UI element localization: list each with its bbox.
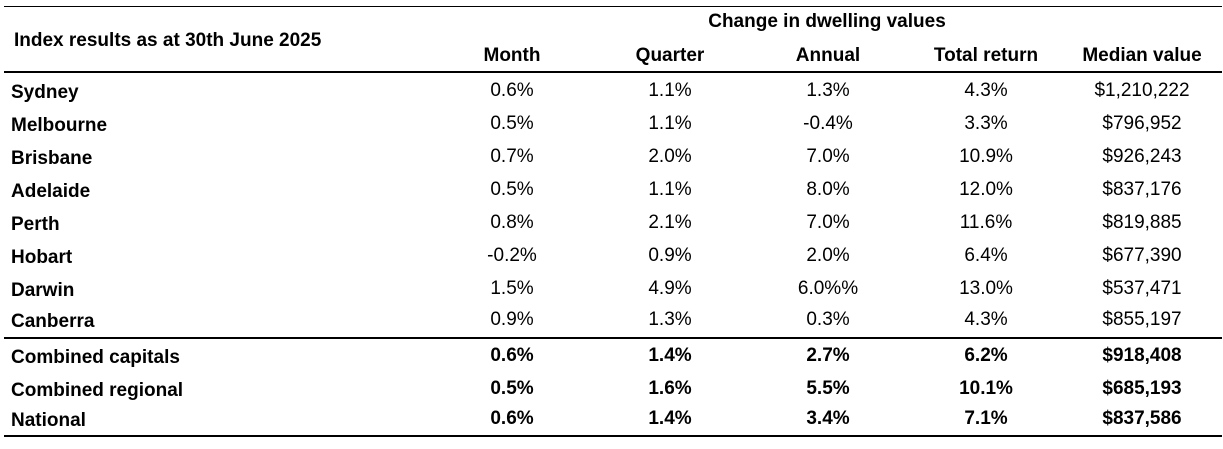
row-label: Darwin [11, 280, 75, 301]
row-label: Perth [11, 214, 60, 235]
cell-annual: 2.7% [806, 345, 850, 366]
cell-total-return: 7.1% [964, 408, 1008, 429]
cell-total-return: 10.1% [959, 378, 1013, 399]
column-header-month: Month [483, 45, 541, 66]
cell-quarter: 2.0% [648, 146, 692, 167]
cell-quarter: 1.4% [648, 408, 692, 429]
cell-quarter: 0.9% [648, 245, 692, 266]
table-row-perth: Perth 0.8% 2.1% 7.0% 11.6% $819,885 [0, 212, 1223, 242]
cell-quarter: 1.6% [648, 378, 692, 399]
header-rule [4, 71, 1222, 73]
cell-month: -0.2% [487, 245, 537, 266]
cell-annual: 7.0% [806, 212, 850, 233]
cell-annual: 2.0% [806, 245, 850, 266]
cell-month: 0.9% [490, 309, 534, 330]
row-label: Combined regional [11, 380, 184, 401]
table-row-brisbane: Brisbane 0.7% 2.0% 7.0% 10.9% $926,243 [0, 146, 1223, 176]
cell-median-value: $685,193 [1102, 378, 1182, 399]
table-row-combined-regional: Combined regional 0.5% 1.6% 5.5% 10.1% $… [0, 378, 1223, 408]
cell-annual: 5.5% [806, 378, 850, 399]
cell-annual: -0.4% [803, 113, 853, 134]
row-label: Hobart [11, 247, 73, 268]
cell-month: 0.5% [490, 179, 534, 200]
cell-annual: 3.4% [806, 408, 850, 429]
cell-median-value: $926,243 [1102, 146, 1182, 167]
cell-median-value: $537,471 [1102, 278, 1182, 299]
table-row-adelaide: Adelaide 0.5% 1.1% 8.0% 12.0% $837,176 [0, 179, 1223, 209]
cell-total-return: 4.3% [964, 80, 1008, 101]
cell-month: 0.6% [490, 345, 534, 366]
table-row-sydney: Sydney 0.6% 1.1% 1.3% 4.3% $1,210,222 [0, 80, 1223, 110]
cell-quarter: 1.1% [648, 113, 692, 134]
row-label: Brisbane [11, 148, 93, 169]
cell-month: 0.8% [490, 212, 534, 233]
cell-median-value: $855,197 [1102, 309, 1182, 330]
cell-month: 1.5% [490, 278, 534, 299]
cell-quarter: 1.3% [648, 309, 692, 330]
column-header-total-return: Total return [933, 45, 1039, 66]
row-label: Canberra [11, 311, 95, 332]
row-label: Sydney [11, 82, 79, 103]
cell-total-return: 6.4% [964, 245, 1008, 266]
cell-quarter: 1.1% [648, 179, 692, 200]
cell-median-value: $837,586 [1102, 408, 1182, 429]
cell-annual: 1.3% [806, 80, 850, 101]
cell-month: 0.7% [490, 146, 534, 167]
cell-quarter: 1.1% [648, 80, 692, 101]
cell-median-value: $837,176 [1102, 179, 1182, 200]
group-header: Change in dwelling values [708, 11, 946, 32]
cell-month: 0.5% [490, 113, 534, 134]
row-label: Melbourne [11, 115, 108, 136]
table-bottom-rule [4, 435, 1222, 437]
table-row-hobart: Hobart -0.2% 0.9% 2.0% 6.4% $677,390 [0, 245, 1223, 275]
cell-total-return: 12.0% [959, 179, 1013, 200]
cell-median-value: $819,885 [1102, 212, 1182, 233]
cell-annual: 0.3% [806, 309, 850, 330]
cell-median-value: $1,210,222 [1094, 80, 1190, 101]
table-top-rule [4, 6, 1222, 7]
cell-annual: 8.0% [806, 179, 850, 200]
row-label: Combined capitals [11, 347, 180, 368]
table-title: Index results as at 30th June 2025 [14, 30, 322, 51]
table-row-darwin: Darwin 1.5% 4.9% 6.0%% 13.0% $537,471 [0, 278, 1223, 308]
cell-total-return: 3.3% [964, 113, 1008, 134]
column-header-quarter: Quarter [635, 45, 705, 66]
cell-annual: 6.0%% [797, 278, 859, 299]
table-row-combined-capitals: Combined capitals 0.6% 1.4% 2.7% 6.2% $9… [0, 345, 1223, 375]
cell-quarter: 4.9% [648, 278, 692, 299]
cell-total-return: 4.3% [964, 309, 1008, 330]
table-row-canberra: Canberra 0.9% 1.3% 0.3% 4.3% $855,197 [0, 309, 1223, 339]
row-label: National [11, 410, 86, 431]
cell-median-value: $918,408 [1102, 345, 1182, 366]
cell-median-value: $677,390 [1102, 245, 1182, 266]
table-row-melbourne: Melbourne 0.5% 1.1% -0.4% 3.3% $796,952 [0, 113, 1223, 143]
cell-quarter: 2.1% [648, 212, 692, 233]
cell-annual: 7.0% [806, 146, 850, 167]
cell-total-return: 11.6% [959, 212, 1013, 233]
row-label: Adelaide [11, 181, 91, 202]
table-row-national: National 0.6% 1.4% 3.4% 7.1% $837,586 [0, 408, 1223, 438]
cell-median-value: $796,952 [1102, 113, 1182, 134]
cell-month: 0.6% [490, 408, 534, 429]
cell-quarter: 1.4% [648, 345, 692, 366]
column-header-annual: Annual [795, 45, 861, 66]
column-header-median-value: Median value [1082, 45, 1202, 66]
section-rule [4, 337, 1222, 339]
cell-month: 0.6% [490, 80, 534, 101]
cell-total-return: 10.9% [959, 146, 1013, 167]
cell-total-return: 6.2% [964, 345, 1008, 366]
cell-month: 0.5% [490, 378, 534, 399]
cell-total-return: 13.0% [959, 278, 1013, 299]
